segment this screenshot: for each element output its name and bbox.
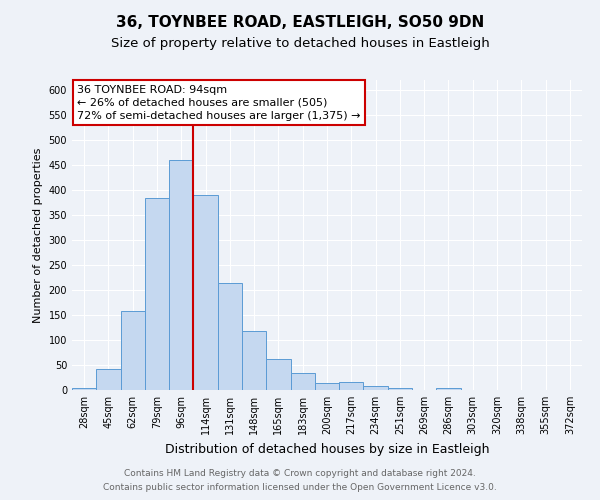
Y-axis label: Number of detached properties: Number of detached properties (33, 148, 43, 322)
Bar (218, 282, 242, 390)
Bar (242, 331, 266, 390)
X-axis label: Distribution of detached houses by size in Eastleigh: Distribution of detached houses by size … (165, 442, 489, 456)
Text: 36, TOYNBEE ROAD, EASTLEIGH, SO50 9DN: 36, TOYNBEE ROAD, EASTLEIGH, SO50 9DN (116, 15, 484, 30)
Text: Contains public sector information licensed under the Open Government Licence v3: Contains public sector information licen… (103, 484, 497, 492)
Text: Size of property relative to detached houses in Eastleigh: Size of property relative to detached ho… (110, 38, 490, 51)
Text: 36 TOYNBEE ROAD: 94sqm
← 26% of detached houses are smaller (505)
72% of semi-de: 36 TOYNBEE ROAD: 94sqm ← 26% of detached… (77, 84, 361, 121)
Bar (145, 198, 169, 390)
Bar (388, 388, 412, 390)
Bar (169, 160, 193, 390)
Bar (290, 372, 315, 390)
Bar (193, 195, 218, 390)
Bar (72, 388, 96, 390)
Bar (96, 369, 121, 390)
Text: Contains HM Land Registry data © Crown copyright and database right 2024.: Contains HM Land Registry data © Crown c… (124, 468, 476, 477)
Bar (121, 311, 145, 390)
Bar (364, 386, 388, 390)
Bar (315, 382, 339, 390)
Bar (339, 382, 364, 390)
Bar (436, 388, 461, 390)
Bar (266, 359, 290, 390)
